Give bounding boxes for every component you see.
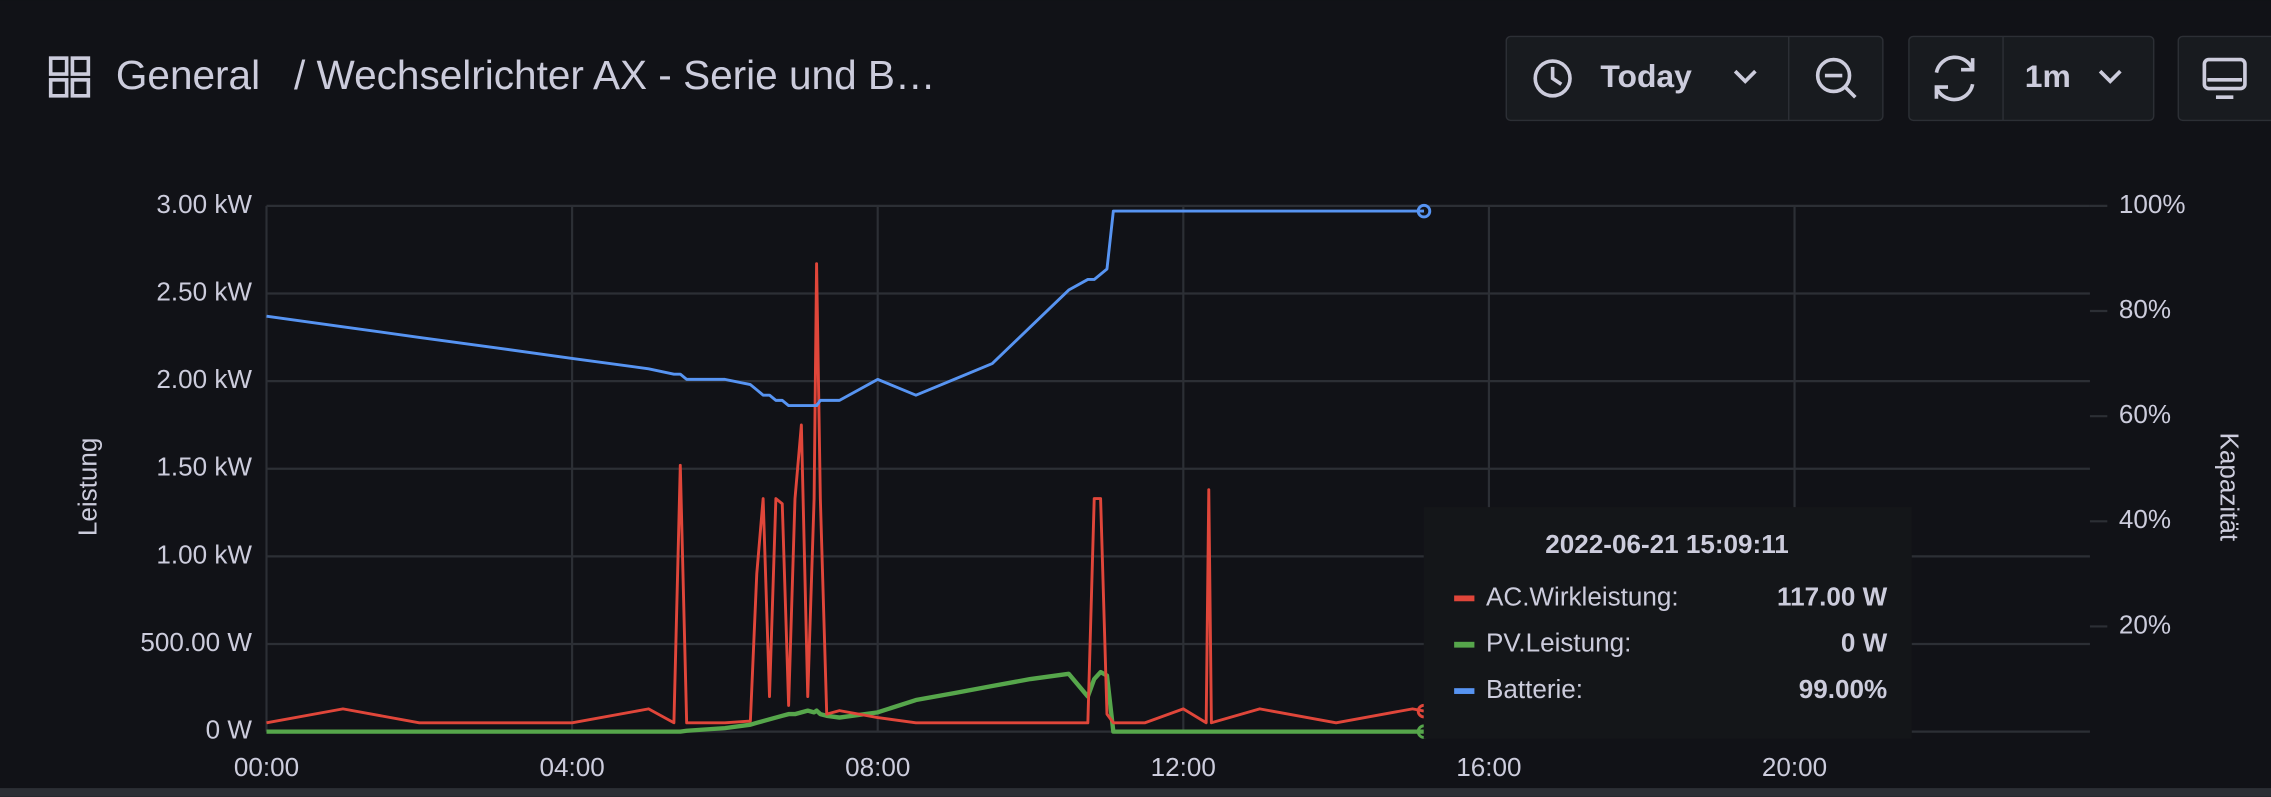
tooltip-title: 2022-06-21 15:09:11: [1545, 529, 1788, 559]
x-tick-label: 04:00: [539, 752, 604, 782]
y2-tick-label: 80%: [2119, 294, 2171, 324]
x-tick-label: 20:00: [1762, 752, 1827, 782]
time-picker[interactable]: [1505, 35, 1884, 122]
x-tick-label: 00:00: [234, 752, 299, 782]
chevron: [2098, 69, 2122, 84]
tooltip-value: 99.00%: [1799, 674, 1887, 704]
x-tick-label: 12:00: [1151, 752, 1216, 782]
bottom-bar: [0, 788, 2271, 797]
tooltip-label: AC.Wirkleistung:: [1486, 581, 1679, 611]
y-tick-label: 3.00 kW: [156, 189, 252, 219]
x-tick-label: 16:00: [1456, 752, 1521, 782]
series-line: [266, 262, 1425, 725]
chevron: [1733, 69, 1757, 84]
zoom-out-lines: [1824, 73, 1857, 99]
y2-tick-label: 100%: [2119, 189, 2186, 219]
hover-point: [1416, 203, 1432, 219]
breadcrumb-dashboard: / Wechselrichter AX - Serie und B…: [294, 52, 936, 98]
refresh-interval[interactable]: 1m: [2025, 58, 2071, 94]
clock-hands: [1550, 66, 1563, 86]
y-tick-label: 0 W: [206, 715, 253, 745]
apps-icon[interactable]: [48, 56, 91, 98]
y-tick-label: 2.00 kW: [156, 364, 252, 394]
y2-tick-label: 20%: [2119, 609, 2171, 639]
tooltip-value: 0 W: [1841, 628, 1888, 658]
tv-icon-lines: [2207, 78, 2243, 100]
tv-icon: [2202, 57, 2247, 91]
refresh-icon[interactable]: [1934, 55, 1975, 102]
tooltip-swatch: [1454, 641, 1475, 648]
series-line: [266, 209, 1425, 408]
y2-tick-label: 60%: [2119, 399, 2171, 429]
tooltip-box: [1423, 507, 1912, 739]
tooltip-swatch: [1454, 688, 1475, 694]
breadcrumb-root[interactable]: General: [116, 52, 260, 98]
plot: 0 W 500.00 W 1.00 kW 1.50 kW 2.00 kW 2.50 kW 3…: [140, 189, 2185, 782]
refresh-picker[interactable]: [1908, 35, 2155, 122]
tooltip-value: 117.00 W: [1777, 581, 1888, 611]
y-axis-label: Leistung: [73, 438, 103, 537]
y2-tick-label: 40%: [2119, 504, 2171, 534]
tooltip: 2022-06-21 15:09:11 AC.Wirkleistung: 117.…: [1423, 507, 1912, 739]
tooltip-label: Batterie:: [1486, 674, 1583, 704]
zoom-out-icon[interactable]: [1815, 57, 1852, 94]
y-tick-label: 1.50 kW: [156, 452, 252, 482]
y-tick-label: 500.00 W: [140, 627, 252, 657]
y2-axis-label: Kapazität: [2215, 433, 2245, 542]
tooltip-label: PV.Leistung:: [1486, 628, 1631, 658]
y-tick-label: 2.50 kW: [156, 276, 252, 306]
tooltip-swatch: [1454, 595, 1475, 602]
x-tick-label: 08:00: [845, 752, 910, 782]
clock-icon: [1533, 59, 1572, 98]
series-line: [266, 669, 1425, 734]
time-range[interactable]: Today: [1600, 58, 1692, 94]
y-tick-label: 1.00 kW: [156, 539, 252, 569]
